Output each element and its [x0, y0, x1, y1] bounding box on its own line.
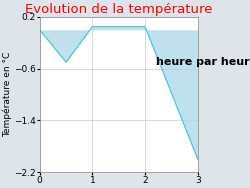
Text: heure par heure: heure par heure [156, 57, 250, 67]
Y-axis label: Température en °C: Température en °C [3, 52, 12, 137]
Title: Evolution de la température: Evolution de la température [25, 3, 212, 16]
